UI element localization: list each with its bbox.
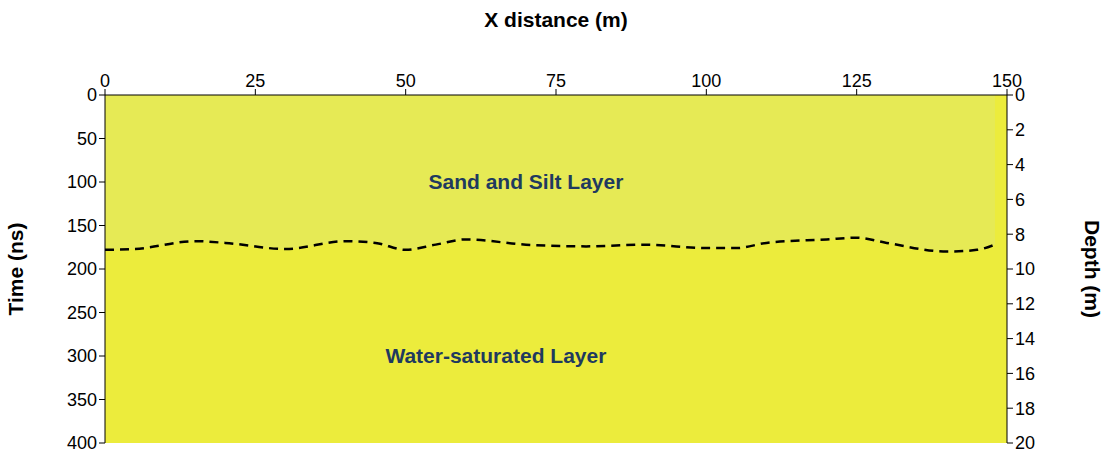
svg-text:200: 200 (67, 259, 97, 279)
svg-text:100: 100 (691, 71, 721, 91)
svg-text:18: 18 (1015, 399, 1035, 419)
svg-text:125: 125 (842, 71, 872, 91)
svg-text:6: 6 (1015, 190, 1025, 210)
svg-text:50: 50 (77, 129, 97, 149)
svg-text:0: 0 (87, 85, 97, 105)
svg-text:Time (ns): Time (ns) (4, 223, 27, 316)
svg-text:0: 0 (100, 71, 110, 91)
svg-text:100: 100 (67, 172, 97, 192)
svg-text:16: 16 (1015, 364, 1035, 384)
svg-text:0: 0 (1015, 85, 1025, 105)
svg-text:150: 150 (67, 216, 97, 236)
svg-text:12: 12 (1015, 294, 1035, 314)
svg-text:350: 350 (67, 390, 97, 410)
svg-text:25: 25 (245, 71, 265, 91)
svg-text:2: 2 (1015, 120, 1025, 140)
svg-text:20: 20 (1015, 433, 1035, 453)
svg-text:400: 400 (67, 433, 97, 453)
svg-text:50: 50 (396, 71, 416, 91)
svg-text:250: 250 (67, 303, 97, 323)
svg-text:Water-saturated Layer: Water-saturated Layer (385, 344, 606, 367)
svg-text:10: 10 (1015, 259, 1035, 279)
svg-text:150: 150 (992, 71, 1022, 91)
svg-text:300: 300 (67, 346, 97, 366)
svg-text:Sand and Silt Layer: Sand and Silt Layer (428, 170, 623, 193)
svg-text:8: 8 (1015, 225, 1025, 245)
svg-text:75: 75 (546, 71, 566, 91)
svg-text:Depth (m): Depth (m) (1081, 220, 1104, 318)
svg-text:4: 4 (1015, 155, 1025, 175)
svg-text:X distance (m): X distance (m) (484, 8, 628, 31)
svg-text:14: 14 (1015, 329, 1035, 349)
